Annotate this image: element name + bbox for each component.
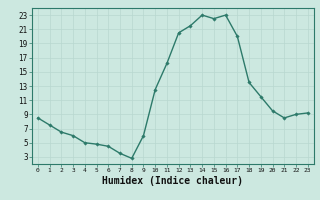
X-axis label: Humidex (Indice chaleur): Humidex (Indice chaleur)	[102, 176, 243, 186]
